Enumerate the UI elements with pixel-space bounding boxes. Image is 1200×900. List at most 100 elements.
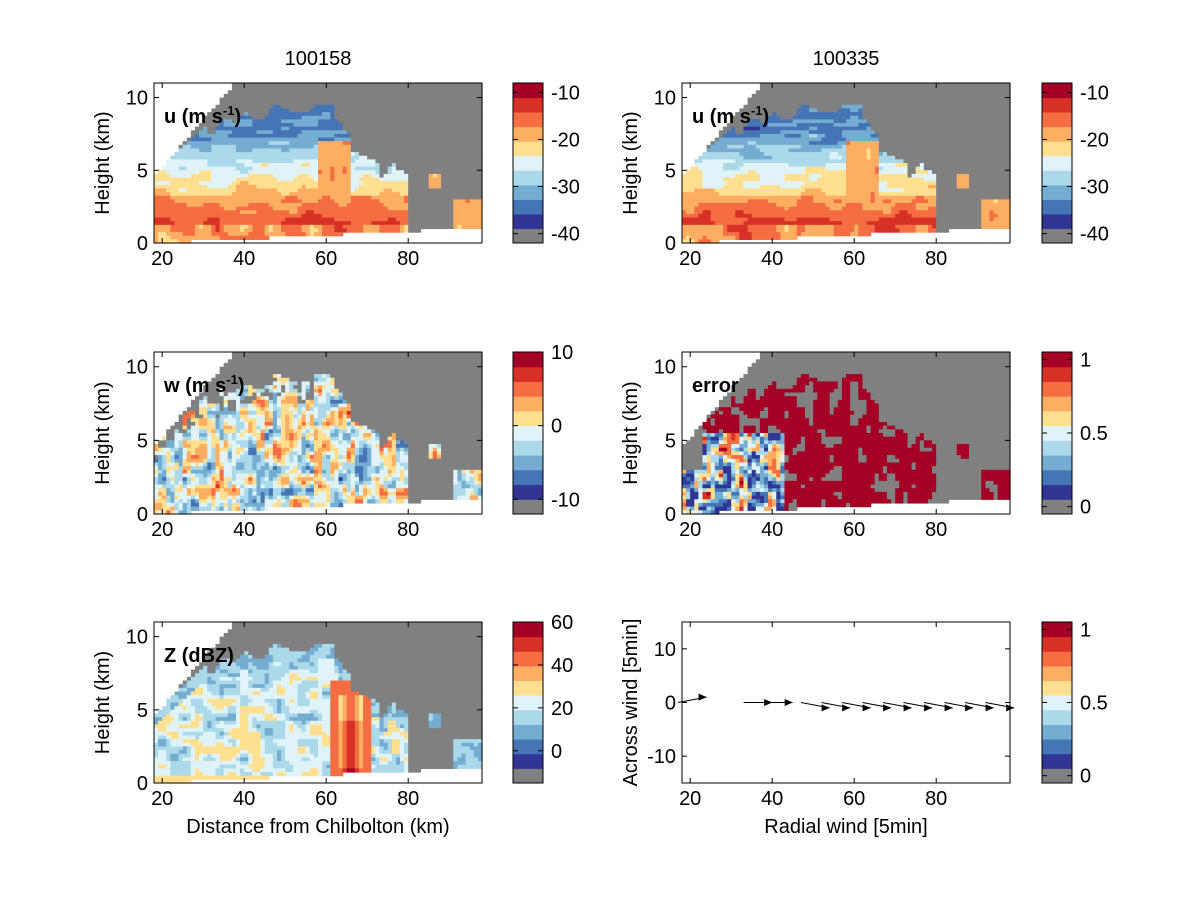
colorbar-swatch	[1042, 455, 1072, 470]
colorbar-swatch	[513, 681, 543, 696]
colorbar-tick-label: 60	[551, 612, 573, 634]
colorbar-swatch	[1042, 411, 1072, 426]
colorbar-swatch	[513, 710, 543, 725]
y-tick-label: 10	[654, 88, 676, 110]
x-tick-label: 20	[679, 788, 701, 810]
y-tick-label: 5	[137, 700, 148, 722]
colorbar-swatch	[513, 367, 543, 382]
colorbar-tick-label: 0	[1080, 766, 1091, 788]
colorbar-swatch	[513, 396, 543, 411]
colorbar-swatch	[1042, 724, 1072, 739]
colorbar-swatch	[1042, 710, 1072, 725]
colorbar-swatch	[513, 485, 543, 500]
x-tick-label: 40	[233, 248, 255, 270]
wind-arrowhead	[863, 704, 871, 711]
colorbar-swatch	[1042, 228, 1072, 243]
colorbar-tick-label: -30	[1080, 177, 1109, 199]
colorbar-swatch	[1042, 470, 1072, 485]
x-tick-label: 80	[397, 519, 419, 541]
x-axis-label: Distance from Chilbolton (km)	[186, 816, 449, 838]
colorbar-swatch	[513, 455, 543, 470]
y-tick-label: 0	[137, 233, 148, 255]
x-tick-label: 60	[315, 248, 337, 270]
column-title-right: 100335	[813, 48, 880, 70]
y-axis-label: Height (km)	[92, 651, 114, 754]
colorbar-swatch	[513, 228, 543, 243]
colorbar-tick-label: 0	[551, 416, 562, 438]
colorbar-swatch	[513, 754, 543, 769]
x-tick-label: 20	[151, 788, 173, 810]
panel-label: error	[692, 375, 739, 397]
colorbar-swatch	[1042, 754, 1072, 769]
colorbar-swatch	[1042, 666, 1072, 681]
colorbar-w-100158: 10 0 -10	[513, 342, 580, 515]
panel-label: Z (dBZ)	[164, 645, 234, 667]
colorbar-u-100158: -10-20-30-40	[513, 82, 580, 245]
colorbar-swatch	[513, 666, 543, 681]
colorbar-tick-label: -30	[551, 177, 580, 199]
colorbar-swatch	[1042, 440, 1072, 455]
wind-arrowhead	[986, 704, 994, 711]
y-tick-label: 5	[665, 430, 676, 452]
wind-arrowhead	[965, 704, 973, 711]
colorbar-swatch	[1042, 485, 1072, 500]
colorbar-swatch	[1042, 141, 1072, 156]
y-tick-label: 10	[654, 357, 676, 379]
x-tick-label: 60	[315, 788, 337, 810]
wind-arrowhead	[904, 704, 912, 711]
wind-arrowhead	[924, 704, 932, 711]
colorbar-tick-label: 0.5	[1080, 423, 1108, 445]
colorbar-swatch	[1042, 199, 1072, 214]
colorbar-tick-label: 10	[551, 342, 573, 364]
colorbar-swatch	[513, 724, 543, 739]
colorbar-swatch	[1042, 396, 1072, 411]
wind-arrowhead	[822, 704, 830, 711]
colorbar-swatch	[513, 352, 543, 367]
y-tick-label: 5	[665, 160, 676, 182]
y-tick-label: -10	[647, 746, 676, 768]
colorbar-tick-label: -40	[551, 224, 580, 246]
colorbar-swatch	[1042, 185, 1072, 200]
colorbar-swatch	[1042, 739, 1072, 754]
wind-arrowhead	[883, 704, 891, 711]
colorbar-swatch	[513, 98, 543, 113]
x-tick-label: 40	[233, 788, 255, 810]
colorbar-tick-label: -40	[1080, 224, 1109, 246]
x-tick-label: 80	[397, 248, 419, 270]
colorbar-swatch	[513, 440, 543, 455]
colorbar-swatch	[513, 768, 543, 783]
x-tick-label: 40	[761, 248, 783, 270]
colorbar-swatch	[1042, 367, 1072, 382]
wind-arrowhead	[699, 694, 707, 701]
colorbar-tick-label: -10	[551, 489, 580, 511]
column-title-left: 100158	[285, 48, 352, 70]
x-tick-label: 20	[679, 248, 701, 270]
colorbar-swatch	[513, 381, 543, 396]
colorbar-tick-label: 40	[551, 655, 573, 677]
wind-arrowhead	[945, 704, 953, 711]
x-tick-label: 80	[925, 248, 947, 270]
y-axis-label: Height (km)	[620, 381, 642, 484]
y-axis-label: Height (km)	[92, 111, 114, 214]
x-tick-label: 20	[679, 519, 701, 541]
colorbar-swatch	[513, 411, 543, 426]
colorbar-tick-label: 0.5	[1080, 693, 1108, 715]
y-tick-label: 0	[137, 773, 148, 795]
colorbar-swatch	[513, 112, 543, 127]
colorbar-swatch	[1042, 681, 1072, 696]
colorbar-swatch	[1042, 637, 1072, 652]
colorbar-swatch	[1042, 83, 1072, 98]
colorbar-swatch	[513, 214, 543, 229]
x-tick-label: 60	[843, 788, 865, 810]
x-tick-label: 40	[761, 788, 783, 810]
y-tick-label: 5	[137, 160, 148, 182]
y-tick-label: 5	[137, 430, 148, 452]
colorbar-swatch	[513, 199, 543, 214]
colorbar-swatch	[513, 739, 543, 754]
y-tick-label: 10	[126, 627, 148, 649]
colorbar-swatch	[513, 622, 543, 637]
colorbar-tick-label: -20	[551, 129, 580, 151]
